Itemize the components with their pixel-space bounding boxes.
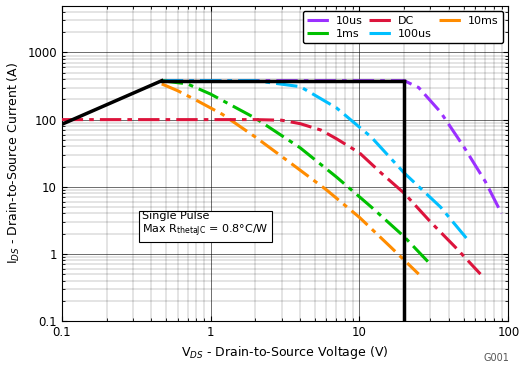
- Legend: 10us, 1ms, DC, 100us, 10ms, : 10us, 1ms, DC, 100us, 10ms,: [302, 11, 503, 43]
- X-axis label: V$_{DS}$ - Drain-to-Source Voltage (V): V$_{DS}$ - Drain-to-Source Voltage (V): [181, 345, 388, 361]
- Text: Single Pulse
Max R$_\mathregular{thetaJC}$ = 0.8°C/W: Single Pulse Max R$_\mathregular{thetaJC…: [142, 211, 269, 239]
- Y-axis label: I$_{DS}$ - Drain-to-Source Current (A): I$_{DS}$ - Drain-to-Source Current (A): [6, 62, 22, 264]
- Text: G001: G001: [484, 353, 509, 363]
